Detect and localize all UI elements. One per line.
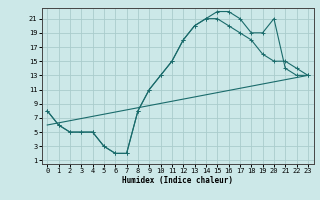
X-axis label: Humidex (Indice chaleur): Humidex (Indice chaleur): [122, 176, 233, 185]
